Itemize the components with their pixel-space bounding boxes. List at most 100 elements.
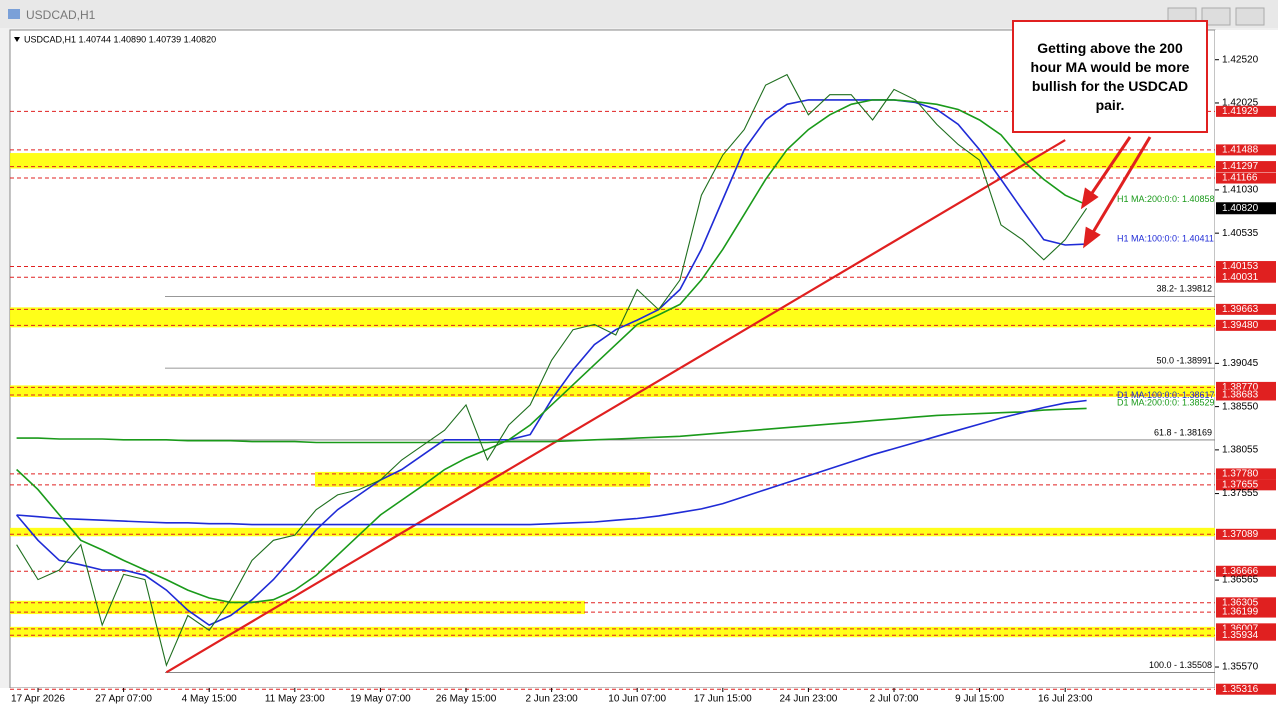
level-label: 1.39663 — [1222, 304, 1259, 315]
series-label: H1 MA:200:0:0: 1.40858 — [1117, 194, 1215, 204]
series-label: H1 MA:100:0:0: 1.40411 — [1117, 233, 1214, 243]
level-label: 1.38770 — [1222, 382, 1259, 393]
moving-average — [16, 399, 1087, 526]
level-label: 1.36199 — [1222, 607, 1259, 618]
plot-layer: 38.2- 1.39812 50.0 -1.38991 61.8 - 1.38169… — [10, 73, 1215, 690]
x-tick-label: 17 Apr 2026 — [11, 694, 65, 705]
level-tag — [1216, 389, 1276, 401]
level-label: 1.35316 — [1222, 684, 1259, 695]
level-label: 1.35934 — [1222, 630, 1259, 641]
x-tick-label: 4 May 15:00 — [182, 694, 237, 705]
level-tag — [1216, 565, 1276, 577]
x-tick-label: 10 Jun 07:00 — [608, 694, 666, 705]
level-tag — [1216, 172, 1276, 184]
series-label: D1 MA:200:0:0: 1.38529 — [1117, 398, 1215, 408]
y-tick-label: 1.36565 — [1222, 575, 1259, 586]
window-title: USDCAD,H1 — [26, 8, 96, 22]
level-tag — [1216, 623, 1276, 635]
moving-average — [16, 407, 1087, 444]
y-tick-label: 1.35570 — [1222, 662, 1259, 673]
x-tick-label: 27 Apr 07:00 — [95, 694, 152, 705]
menu-triangle — [14, 37, 20, 42]
level-tag — [1216, 597, 1276, 609]
x-tick-label: 26 May 15:00 — [436, 694, 497, 705]
level-tag — [1216, 381, 1276, 393]
annotation: Getting above the 200 hour MA would be m… — [1012, 20, 1208, 133]
level-tag — [1216, 629, 1276, 641]
y-tick-label: 1.40535 — [1222, 228, 1259, 239]
series-label: D1 MA:100:0:0: 1.38617 — [1117, 390, 1215, 400]
level-tag — [1216, 468, 1276, 480]
price-line — [16, 73, 1088, 668]
zone-band — [10, 153, 1215, 169]
level-tag — [1216, 479, 1276, 491]
level-tag — [1216, 261, 1276, 273]
y-tick-label: 1.37555 — [1222, 488, 1259, 499]
level-tag — [1216, 105, 1276, 117]
close-button[interactable] — [1235, 7, 1265, 26]
maximize-button[interactable] — [1201, 7, 1231, 26]
level-label: 1.37780 — [1222, 469, 1259, 480]
zone-band — [315, 471, 650, 487]
fib-label: 50.0 -1.38991 — [1156, 355, 1212, 365]
x-tick-label: 24 Jun 23:00 — [779, 694, 837, 705]
level-tag — [1216, 319, 1276, 331]
fib-label: 38.2- 1.39812 — [1156, 284, 1212, 294]
window-icon — [8, 9, 20, 19]
level-tag — [1216, 606, 1276, 618]
arrow — [1088, 136, 1132, 197]
level-tag — [1216, 528, 1276, 540]
level-label: 1.40031 — [1222, 272, 1259, 283]
x-tick-label: 2 Jun 23:00 — [525, 694, 578, 705]
current-price: 1.40820 — [1222, 203, 1259, 214]
level-tag — [1216, 683, 1276, 695]
x-tick-label: 19 May 07:00 — [350, 694, 411, 705]
level-label: 1.38683 — [1222, 390, 1259, 401]
plot-area — [9, 29, 1216, 689]
arrow — [1090, 136, 1152, 235]
moving-average — [16, 99, 1087, 604]
x-tick-label: 2 Jul 07:00 — [870, 694, 919, 705]
level-label: 1.41166 — [1222, 173, 1258, 184]
level-label: 1.36007 — [1222, 623, 1259, 634]
arrows — [1080, 136, 1152, 249]
zone-band — [10, 600, 585, 615]
zone-band — [10, 385, 1215, 398]
y-tick-label: 1.41030 — [1222, 185, 1259, 196]
arrow-head — [1083, 226, 1101, 249]
y-tick-label: 1.38055 — [1222, 445, 1259, 456]
level-label: 1.40153 — [1222, 261, 1259, 272]
level-label: 1.39480 — [1222, 320, 1259, 331]
level-tag — [1216, 303, 1276, 315]
x-tick-label: 16 Jul 23:00 — [1038, 694, 1093, 705]
trendline — [165, 139, 1066, 674]
chart-title: USDCAD,H1 1.40744 1.40890 1.40739 1.4082… — [24, 34, 216, 44]
y-tick-label: 1.38550 — [1222, 401, 1259, 412]
level-label: 1.41297 — [1222, 161, 1259, 172]
level-label: 1.37089 — [1222, 529, 1259, 540]
level-label: 1.41929 — [1222, 106, 1259, 117]
time-axis — [0, 688, 1278, 717]
fib-label: 100.0 - 1.35508 — [1149, 660, 1212, 670]
zone-band — [10, 307, 1215, 328]
zone-band — [10, 527, 1215, 537]
arrow-head — [1080, 187, 1099, 210]
level-tag — [1216, 161, 1276, 173]
y-tick-label: 1.42025 — [1222, 98, 1259, 109]
x-tick-label: 9 Jul 15:00 — [955, 694, 1004, 705]
fib-label: 61.8 - 1.38169 — [1154, 427, 1212, 437]
level-tag — [1216, 144, 1276, 156]
y-tick-label: 1.39045 — [1222, 358, 1259, 369]
y-tick-label: 1.42520 — [1222, 54, 1259, 65]
level-label: 1.36666 — [1222, 566, 1259, 577]
level-tag — [1216, 271, 1276, 283]
level-label: 1.37655 — [1222, 479, 1259, 490]
current-price-tag — [1216, 202, 1276, 215]
level-label: 1.41488 — [1222, 145, 1259, 156]
zone-band — [10, 626, 1215, 638]
x-tick-label: 17 Jun 15:00 — [694, 694, 752, 705]
level-label: 1.36305 — [1222, 597, 1259, 608]
x-tick-label: 11 May 23:00 — [265, 694, 325, 705]
